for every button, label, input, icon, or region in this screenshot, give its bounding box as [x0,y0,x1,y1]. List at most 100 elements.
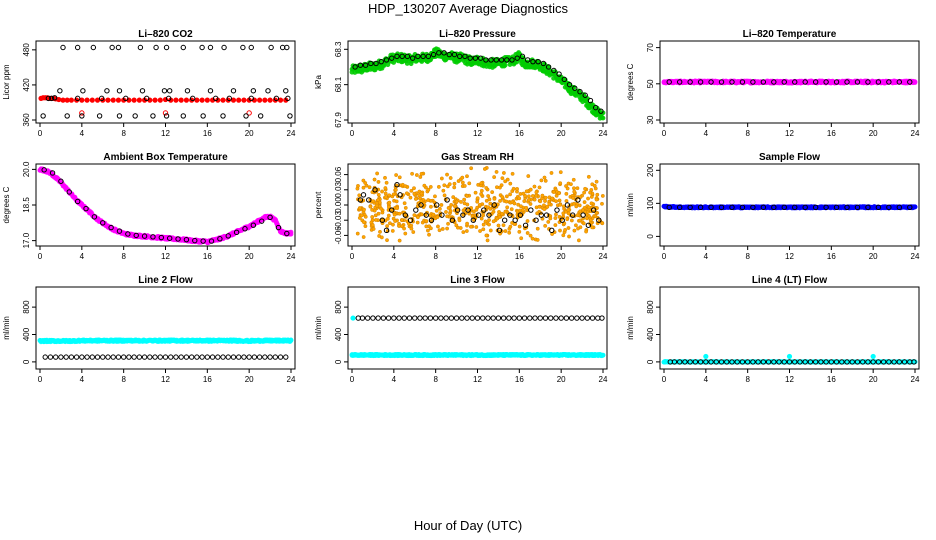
data-point [409,55,416,61]
data-point [462,197,467,202]
data-point [844,204,850,211]
data-point [487,218,491,222]
data-point [251,354,258,360]
data-point [42,354,48,360]
data-point [403,231,408,236]
data-point [558,181,563,186]
data-point [553,223,558,227]
data-point [580,212,586,218]
data-point [585,222,592,228]
series-2 [666,204,913,211]
data-point [402,212,409,218]
data-point [534,190,539,195]
data-point [267,97,273,103]
data-point [359,213,364,218]
data-point [368,204,373,209]
data-point [586,196,590,201]
data-point [288,337,294,343]
series-2 [357,182,602,234]
data-point [566,226,571,230]
data-point [498,199,502,203]
y-axis-label: degrees C [626,63,635,100]
data-point [388,221,392,226]
data-point [802,204,808,211]
x-tick-label: 20 [869,129,878,138]
data-point [833,79,840,85]
data-point [515,187,519,191]
y-tick-label: 67.9 [334,112,343,128]
y-tick-label: 0.03 [334,181,343,197]
x-tick-label: 4 [392,129,397,138]
data-point [288,231,294,237]
data-point [912,204,918,210]
data-point [220,113,226,119]
panel-points [661,353,918,365]
data-point [68,97,74,103]
data-point [568,315,575,321]
data-point [554,207,560,213]
data-point [411,230,416,234]
data-point [907,79,913,85]
data-point [549,171,554,175]
x-tick-label: 12 [473,129,482,138]
data-point [372,177,377,182]
data-point [589,195,594,199]
data-point [141,97,148,103]
data-point [141,354,148,360]
x-tick-label: 24 [911,375,920,384]
data-point [424,219,429,223]
data-point [464,315,470,321]
x-tick-label: 24 [911,129,920,138]
data-point [594,179,599,184]
data-point [465,194,470,198]
data-point [454,199,459,204]
data-point [553,315,559,321]
data-point [89,97,95,103]
data-point [573,223,578,228]
data-point [40,113,46,119]
data-point [448,315,455,321]
y-tick-label: 0 [22,359,31,364]
data-point [194,354,200,360]
data-point [199,44,205,51]
data-point [163,113,170,119]
data-point [194,97,200,103]
data-point [359,315,366,321]
data-point [875,204,882,211]
data-point [579,315,585,321]
y-tick-label: 68.1 [334,76,343,92]
x-tick-label: 4 [704,375,709,384]
data-point [460,180,465,185]
data-point [361,235,366,239]
data-point [584,229,589,234]
data-point [428,185,433,189]
data-point [870,353,876,360]
data-point [475,199,480,204]
data-point [501,171,506,175]
data-point [242,226,248,232]
x-tick-label: 16 [827,252,836,261]
data-point [207,88,214,94]
data-point [600,221,605,226]
data-point [475,212,482,218]
data-point [96,113,103,119]
data-point [399,53,405,60]
data-point [546,220,551,224]
data-point [136,97,142,103]
data-point [875,79,882,85]
data-point [74,198,81,205]
data-point [760,204,767,211]
data-point [394,173,399,177]
data-point [152,354,158,360]
data-point [406,315,413,321]
data-point [414,173,419,177]
series-2 [350,315,356,321]
data-point [178,97,184,103]
data-point [525,219,530,223]
data-point [509,207,514,212]
data-point [368,60,374,67]
